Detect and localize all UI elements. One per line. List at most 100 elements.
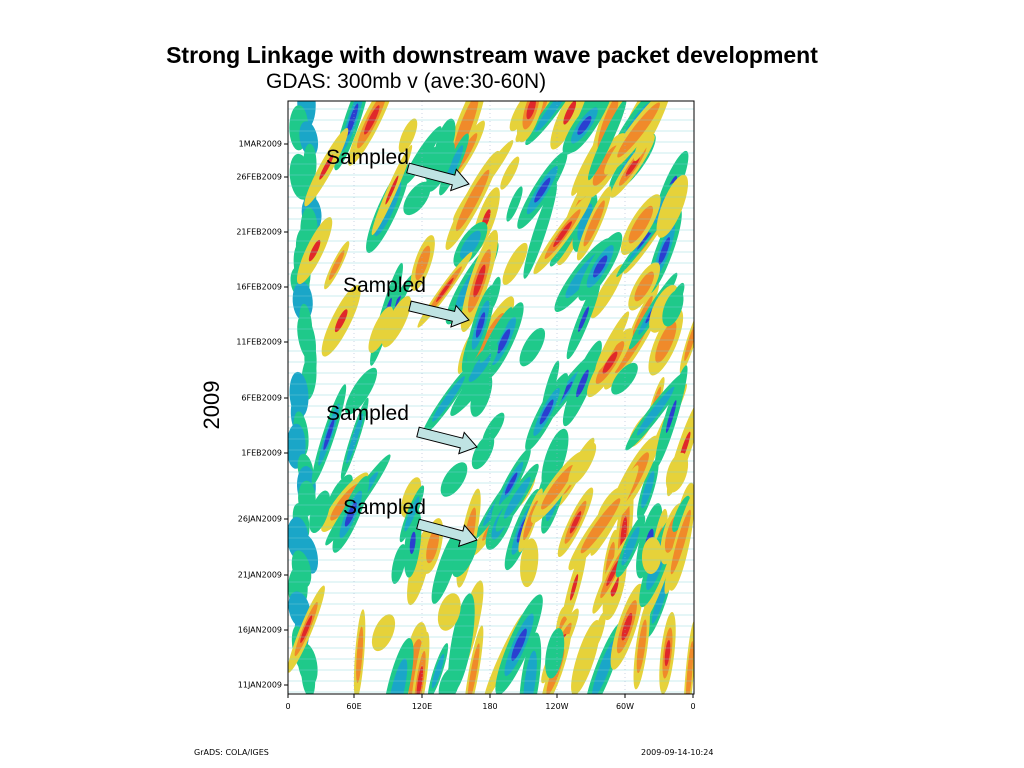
contour-blob <box>620 516 628 551</box>
contour-blob <box>523 650 537 694</box>
contour-blob <box>520 538 539 588</box>
footer-timestamp: 2009-09-14-10:24 <box>641 748 714 757</box>
contour-blob <box>319 154 334 180</box>
contour-blob <box>468 352 492 382</box>
contour-blob <box>541 465 574 510</box>
contour-blob <box>583 200 605 247</box>
contour-blob <box>610 574 619 597</box>
contour-blob <box>593 255 608 278</box>
x-tick-marks <box>287 694 694 698</box>
contour-blob <box>606 560 620 586</box>
contour-blob <box>452 535 478 578</box>
footer-credit: GrADS: COLA/IGES <box>194 748 269 757</box>
contour-blob <box>636 619 647 674</box>
contour-blob <box>300 615 313 644</box>
contour-blob <box>670 509 691 575</box>
contour-blob <box>346 413 364 464</box>
annotation-arrows <box>406 162 478 548</box>
x-tick-label: 120W <box>545 702 569 711</box>
contour-blob <box>500 156 520 190</box>
contour-blob <box>467 643 480 694</box>
contour-blob <box>471 434 495 470</box>
contour-blob <box>685 641 694 694</box>
contour-blob <box>475 312 486 338</box>
contour-blob <box>595 311 630 373</box>
y-tick-label: 1FEB2009 <box>241 448 282 458</box>
contour-blob <box>641 537 662 575</box>
contour-blob <box>665 400 677 433</box>
contour-blob <box>309 490 331 534</box>
contour-blob <box>611 362 638 395</box>
contour-blob <box>431 653 445 689</box>
x-tick-label: 180 <box>482 702 498 711</box>
x-tick-label: 60W <box>615 702 635 711</box>
contour-blob <box>308 239 321 262</box>
contour-blob <box>656 174 689 238</box>
y-tick-label: 11JAN2009 <box>237 680 282 690</box>
x-tick-label: 120E <box>411 702 433 711</box>
contour-blob <box>519 327 546 367</box>
contour-blob <box>345 367 378 415</box>
sampled-arrow <box>406 162 470 192</box>
contour-blob <box>632 295 653 337</box>
contour-blob <box>431 529 462 604</box>
y-tick-label: 26JAN2009 <box>237 514 282 524</box>
contour-blob <box>549 228 575 267</box>
contour-blob <box>328 250 345 281</box>
y-tick-label: 6FEB2009 <box>241 393 282 403</box>
contour-blob <box>346 103 359 136</box>
contour-blob <box>426 528 440 564</box>
contour-blob <box>503 476 531 519</box>
contour-blob <box>448 593 475 692</box>
contour-blob <box>553 221 572 247</box>
slide-title: Strong Linkage with downstream wave pack… <box>166 42 818 68</box>
contour-blob <box>437 593 461 631</box>
contour-blob <box>665 452 689 493</box>
contour-blob <box>664 639 671 667</box>
y-tick-label: 1MAR2009 <box>238 139 282 149</box>
contour-blob <box>398 118 418 153</box>
contour-blob <box>641 470 655 509</box>
contour-blob <box>506 186 523 222</box>
contour-blob <box>502 242 528 285</box>
contour-blob <box>541 428 569 489</box>
contour-blob <box>455 169 490 232</box>
contour-blob <box>504 472 518 496</box>
contour-blob <box>526 101 536 120</box>
contour-blob <box>602 351 618 374</box>
contour-blob <box>479 307 513 363</box>
contour-blob <box>563 101 577 125</box>
contour-blob <box>535 101 568 132</box>
y-tick-marks <box>284 143 288 686</box>
x-tick-label: 0 <box>285 702 291 711</box>
contour-blob <box>416 666 424 694</box>
sampled-arrow <box>408 300 470 328</box>
contour-blob <box>621 612 633 641</box>
y-tick-label: 21FEB2009 <box>236 227 282 237</box>
sampled-label-1: Sampled <box>326 146 409 169</box>
contour-blob <box>571 619 601 694</box>
contour-blob <box>391 544 407 584</box>
contour-blob <box>409 531 416 555</box>
contour-blob <box>534 177 551 203</box>
y-tick-label: 16JAN2009 <box>237 625 282 635</box>
contour-blob <box>473 264 486 298</box>
contour-blob <box>597 101 619 150</box>
contour-blob <box>523 182 557 279</box>
contour-blob <box>621 526 640 566</box>
contour-blob <box>497 328 511 354</box>
contour-blob <box>440 462 468 497</box>
contour-blob <box>403 181 431 216</box>
contour-blob <box>588 101 627 181</box>
y-tick-label: 26FEB2009 <box>236 172 282 182</box>
grid-lines <box>288 101 694 694</box>
contour-blob <box>371 614 396 652</box>
contour-blob <box>568 442 597 486</box>
contour-blob <box>539 399 554 425</box>
contour-blob <box>636 386 675 436</box>
y-tick-label: 16FEB2009 <box>236 282 282 292</box>
contour-blob <box>658 237 671 265</box>
contour-blob <box>301 657 316 694</box>
sampled-label-3: Sampled <box>326 402 409 425</box>
contour-blob <box>387 658 408 694</box>
